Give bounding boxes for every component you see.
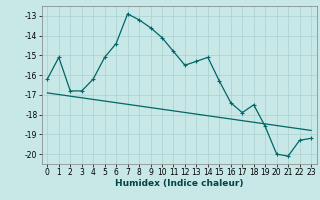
X-axis label: Humidex (Indice chaleur): Humidex (Indice chaleur)	[115, 179, 244, 188]
